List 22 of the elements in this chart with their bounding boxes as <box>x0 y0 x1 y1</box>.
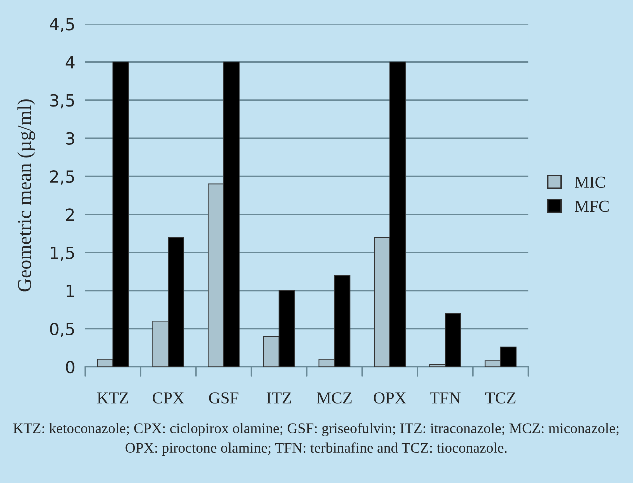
y-tick-label: 4 <box>66 56 75 69</box>
x-tick-label: KTZ <box>97 392 128 404</box>
x-tick-label: ITZ <box>266 392 292 404</box>
legend-label: MFC <box>575 200 609 212</box>
y-tick-label: 1,5 <box>51 246 74 262</box>
y-tick-label: 3,5 <box>50 94 74 109</box>
y-tick-label: 3 <box>66 132 74 146</box>
y-tick-label: 2,5 <box>50 170 74 185</box>
x-tick-label: TCZ <box>485 392 516 404</box>
y-tick-label: 1 <box>66 285 74 298</box>
x-tick-label: OPX <box>374 392 406 404</box>
x-tick-label: CPX <box>153 392 184 404</box>
y-tick-label: 0 <box>66 361 75 374</box>
x-tick-label: GSF <box>209 392 239 404</box>
x-tick-label: TFN <box>430 392 461 404</box>
x-tick-label: MCZ <box>317 392 352 404</box>
text: KTZ: ketoconazole; CPX: ciclopirox olamine; GSF: griseofulvin; ITZ: itraconazole; MCZ: miconazole; OPX: piroctone olamine; TFN: terbinafine and TCZ: tioconazole. <box>14 423 619 456</box>
y-tick-label: 4,5 <box>50 18 74 32</box>
y-axis-title: Geometric mean (µg/ml) <box>18 100 36 292</box>
legend-label: MIC <box>575 176 606 188</box>
y-tick-label: 0,5 <box>50 322 74 338</box>
y-tick-label: 2 <box>66 208 74 221</box>
